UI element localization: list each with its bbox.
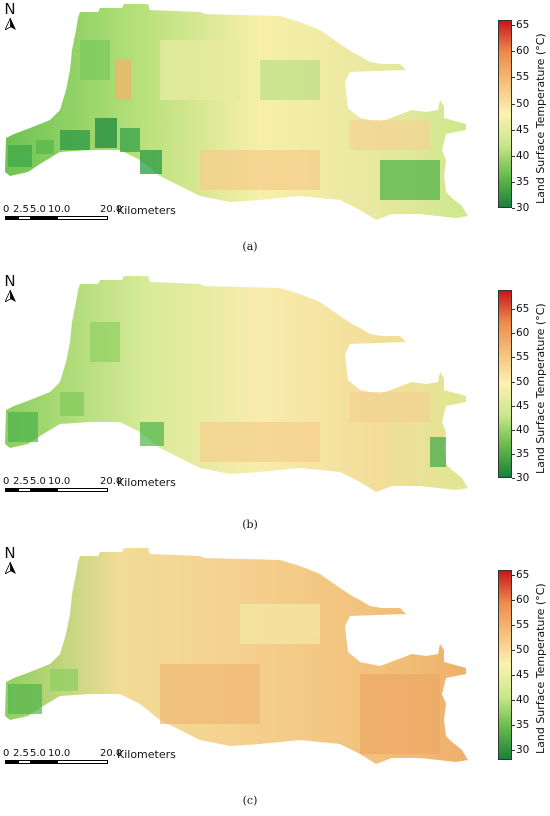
colorbar-c — [498, 570, 512, 760]
scale-unit: Kilometers — [117, 748, 176, 761]
colorbar-tick-label: 40 — [511, 149, 530, 162]
scale-bar: 0 2.5 5.0 10.0 20.0 Kilometers — [3, 749, 203, 769]
scale-segment — [57, 760, 108, 764]
colorbar-tick-label: 65 — [511, 569, 530, 581]
north-arrow-icon — [5, 18, 16, 30]
colorbar-tick-label: 30 — [511, 202, 530, 214]
colorbar-tick-label: 45 — [511, 669, 530, 681]
scale-tick-0: 0 — [3, 748, 10, 759]
north-label: N — [4, 0, 16, 18]
colorbar-tick-label: 35 — [511, 175, 530, 188]
colorbar-tick-label: 55 — [511, 71, 530, 84]
scale-segment — [31, 216, 57, 220]
study-area-shape — [5, 276, 468, 492]
colorbar-tick-label: 45 — [511, 123, 530, 136]
scale-tick-3: 10.0 — [48, 476, 71, 487]
scale-segment — [5, 760, 18, 764]
panel-caption-a: (a) — [242, 240, 258, 253]
scale-segment — [57, 488, 108, 492]
colorbar-tick-label: 35 — [511, 447, 530, 460]
colorbar-tick-label: 60 — [511, 45, 530, 58]
study-area-shape — [5, 4, 468, 220]
north-label: N — [4, 544, 16, 562]
scale-tick-4: 20.0 — [100, 204, 123, 215]
scale-tick-4: 20.0 — [100, 476, 123, 487]
scale-tick-3: 10.0 — [48, 204, 71, 215]
north-arrow-icon — [5, 290, 16, 302]
colorbar-tick-label: 40 — [511, 423, 530, 436]
colorbar-tick-label: 65 — [511, 19, 530, 32]
scale-segment — [18, 216, 31, 220]
scale-unit: Kilometers — [117, 476, 176, 489]
north-arrow-icon — [5, 562, 16, 574]
north-arrow: N — [3, 274, 17, 304]
colorbar-tick-label: 60 — [511, 327, 530, 340]
colorbar-tick-label: 30 — [511, 744, 530, 756]
colorbar-tick-label: 55 — [511, 619, 530, 631]
colorbar-tick-label: 50 — [511, 644, 530, 656]
scale-tick-0: 0 — [3, 476, 10, 487]
scale-unit: Kilometers — [117, 204, 176, 217]
scale-tick-4: 20.0 — [100, 748, 123, 759]
scale-tick-1: 2.5 — [13, 476, 29, 487]
colorbar-tick-label: 45 — [511, 399, 530, 412]
colorbar-title: Land Surface Temperature (°C) — [534, 303, 547, 474]
scale-segment — [31, 488, 57, 492]
colorbar-tick-label: 40 — [511, 694, 530, 706]
study-area-shape — [5, 548, 468, 764]
colorbar-tick-label: 60 — [511, 594, 530, 606]
map-panel-c: N 0 2.5 5.0 10.0 20.0 Kilometers 65 60 55 5… — [0, 544, 550, 816]
north-arrow: N — [3, 2, 17, 32]
colorbar-tick-label: 30 — [511, 472, 530, 484]
lst-map-c — [5, 548, 468, 764]
scale-segment — [31, 760, 57, 764]
scale-segment — [18, 488, 31, 492]
scale-tick-1: 2.5 — [13, 204, 29, 215]
scale-segment — [57, 216, 108, 220]
north-arrow: N — [3, 546, 17, 576]
colorbar-tick-label: 55 — [511, 351, 530, 364]
colorbar-tick-label: 35 — [511, 719, 530, 731]
panel-caption-c: (c) — [242, 794, 258, 807]
map-panel-a: N 0 2.5 5.0 10.0 20.0 Kilometers 65 60 55 5… — [0, 0, 550, 272]
colorbar-title: Land Surface Temperature (°C) — [534, 33, 547, 204]
lst-map-b — [5, 276, 468, 492]
scale-bar: 0 2.5 5.0 10.0 20.0 Kilometers — [3, 477, 203, 497]
lst-map-a — [5, 4, 468, 220]
scale-bar: 0 2.5 5.0 10.0 20.0 Kilometers — [3, 205, 203, 225]
panel-caption-b: (b) — [242, 518, 258, 531]
scale-segment — [5, 488, 18, 492]
map-panel-b: N 0 2.5 5.0 10.0 20.0 Kilometers 65 60 55 5… — [0, 272, 550, 544]
colorbar-tick-label: 50 — [511, 97, 530, 110]
scale-tick-2: 5.0 — [30, 748, 46, 759]
scale-tick-0: 0 — [3, 204, 10, 215]
colorbar-tick-label: 65 — [511, 303, 530, 316]
scale-tick-2: 5.0 — [30, 476, 46, 487]
north-label: N — [4, 272, 16, 290]
scale-tick-3: 10.0 — [48, 748, 71, 759]
colorbar-a — [498, 20, 512, 208]
colorbar-b — [498, 290, 512, 478]
colorbar-tick-label: 50 — [511, 375, 530, 388]
scale-tick-1: 2.5 — [13, 748, 29, 759]
scale-segment — [5, 216, 18, 220]
scale-tick-2: 5.0 — [30, 204, 46, 215]
scale-segment — [18, 760, 31, 764]
colorbar-title: Land Surface Temperature (°C) — [534, 583, 547, 754]
